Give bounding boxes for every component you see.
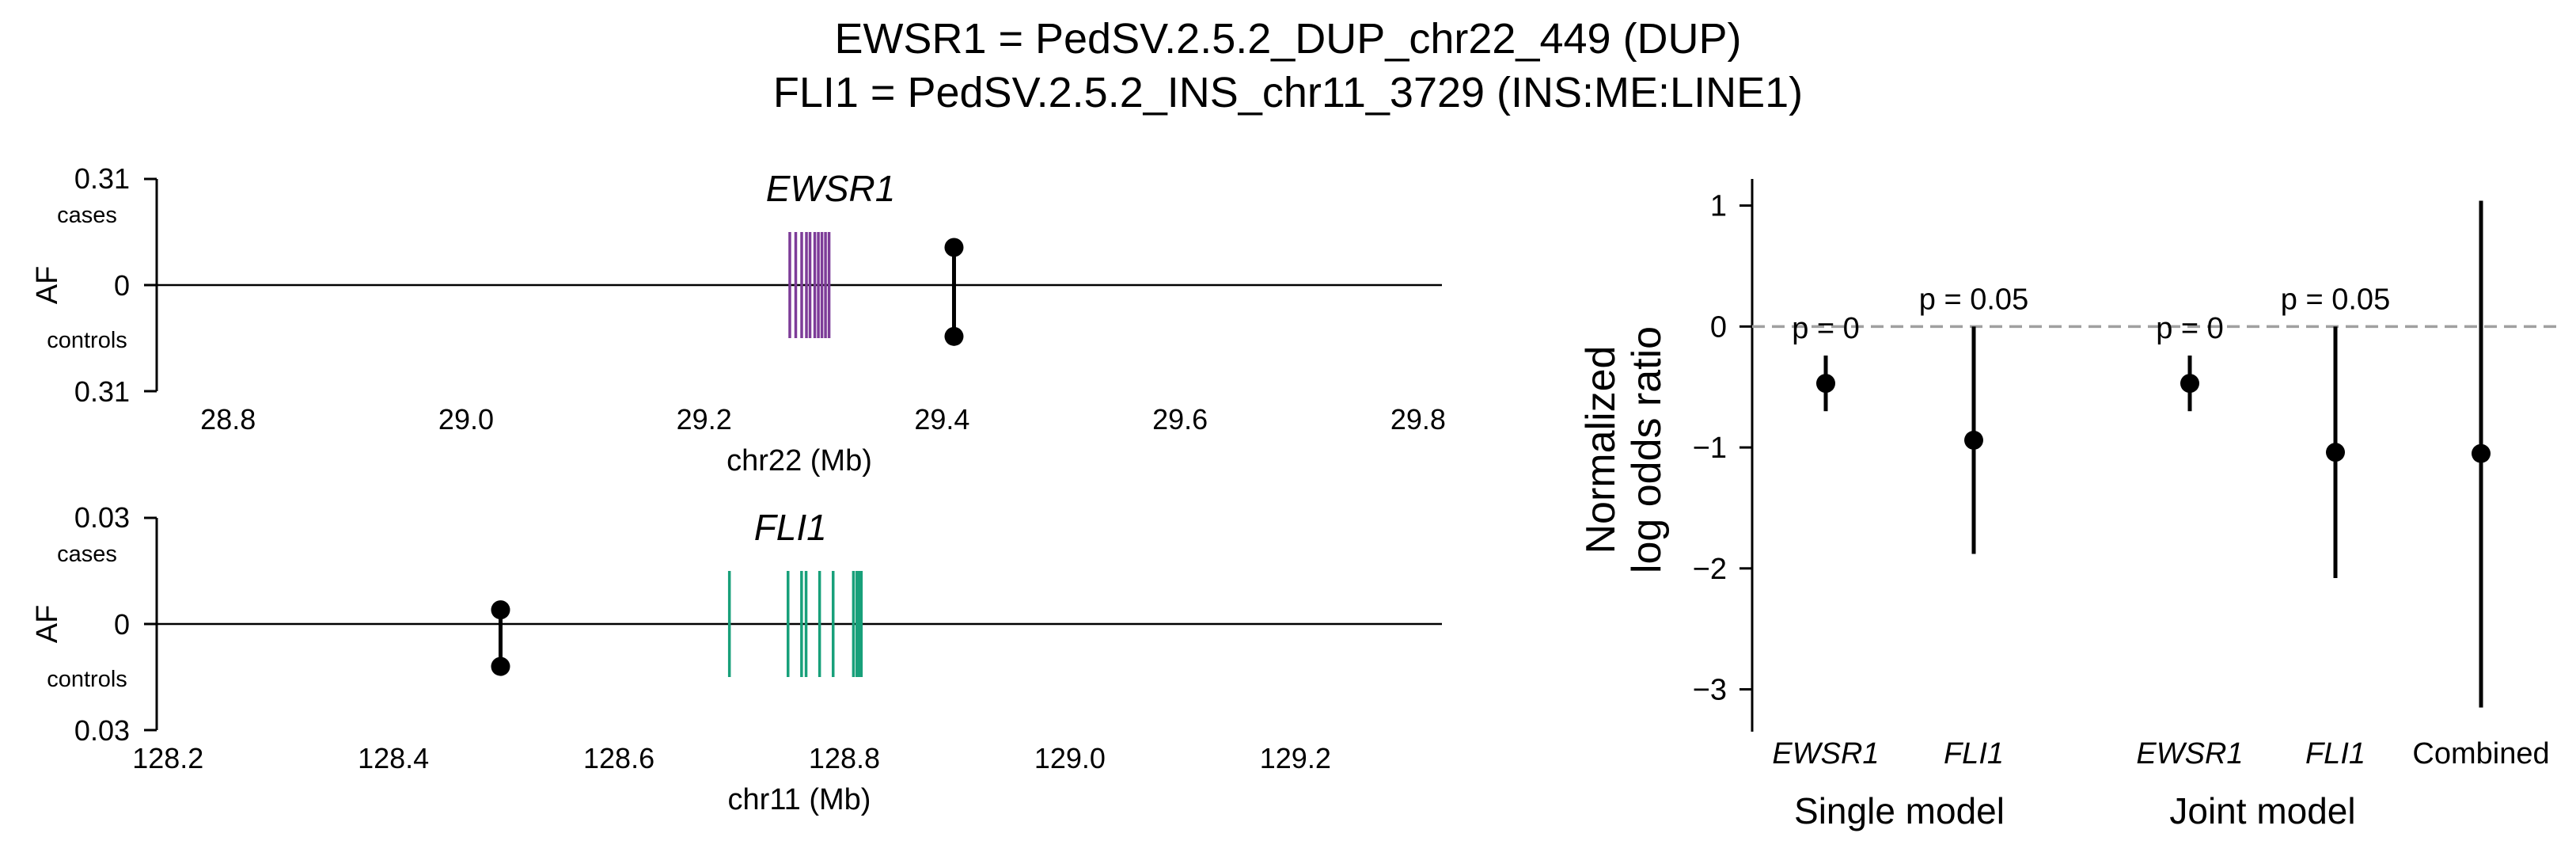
ewsr1-y-tick-bottom: 0.31 <box>74 375 130 408</box>
ewsr1-cases-label: cases <box>57 203 117 228</box>
ewsr1-controls-label: controls <box>47 328 127 353</box>
forest-y-axis-label-line-2: log odds ratio <box>1624 326 1670 573</box>
ewsr1-y-tick-top: 0.31 <box>74 162 130 195</box>
forest-y-tick-label: −1 <box>1693 432 1727 465</box>
fli1-x-axis-label: chr11 (Mb) <box>728 783 871 816</box>
forest-category-label: EWSR1 <box>2136 737 2243 770</box>
forest-estimate-point <box>1964 430 1983 450</box>
forest-group-label-single: Single model <box>1794 790 2005 831</box>
forest-y-tick-label: −3 <box>1693 674 1727 707</box>
fli1-y-tick-mid: 0 <box>114 608 130 641</box>
forest-p-value-label: p = 0 <box>2156 312 2224 345</box>
fli1-x-tick-label: 128.4 <box>358 742 429 774</box>
chart-title-line-1: EWSR1 = PedSV.2.5.2_DUP_chr22_449 (DUP) <box>834 15 1742 63</box>
forest-estimate-point <box>1816 374 1835 394</box>
ewsr1-x-tick-label: 29.4 <box>914 403 969 436</box>
ewsr1-gene-label: EWSR1 <box>766 168 896 209</box>
ewsr1-variant-controls-point <box>944 326 964 346</box>
fli1-x-tick-label: 129.2 <box>1260 742 1331 774</box>
forest-p-value-label: p = 0.05 <box>2281 283 2390 316</box>
fli1-x-tick-label: 129.0 <box>1034 742 1106 774</box>
forest-estimate-point <box>2472 443 2491 463</box>
ewsr1-x-axis-label: chr22 (Mb) <box>727 444 872 477</box>
forest-y-axis-label-line-1: Normalized <box>1578 346 1624 554</box>
forest-group-label-joint: Joint model <box>2169 790 2355 831</box>
forest-category-label: EWSR1 <box>1772 737 1879 770</box>
chart-title-line-2: FLI1 = PedSV.2.5.2_INS_chr11_3729 (INS:M… <box>772 69 1804 116</box>
fli1-controls-label: controls <box>47 667 127 692</box>
ewsr1-x-tick-label: 29.6 <box>1152 403 1208 436</box>
forest-estimate-point <box>2180 374 2199 394</box>
forest-p-value-label: p = 0 <box>1792 312 1860 345</box>
forest-p-value-label: p = 0.05 <box>1919 283 2028 316</box>
fli1-x-tick-label: 128.8 <box>809 742 880 774</box>
fli1-variant-controls-point <box>491 656 510 676</box>
ewsr1-y-axis-label: AF <box>31 266 64 305</box>
fli1-y-tick-bottom: 0.03 <box>74 714 130 747</box>
forest-category-label: FLI1 <box>2305 737 2365 770</box>
ewsr1-variant-cases-point <box>944 238 964 257</box>
ewsr1-x-tick-label: 29.8 <box>1390 403 1446 436</box>
forest-estimate-point <box>2326 443 2345 462</box>
fli1-variant-cases-point <box>491 600 510 620</box>
fli1-x-tick-label: 128.6 <box>583 742 654 774</box>
forest-y-tick-label: 0 <box>1710 310 1727 344</box>
forest-y-tick-label: 1 <box>1710 190 1727 223</box>
fli1-gene-label: FLI1 <box>754 507 827 548</box>
ewsr1-y-tick-mid: 0 <box>114 269 130 302</box>
ewsr1-x-tick-label: 29.2 <box>677 403 732 436</box>
forest-category-label: FLI1 <box>1944 737 2004 770</box>
ewsr1-x-tick-label: 29.0 <box>438 403 494 436</box>
fli1-y-axis-label: AF <box>31 605 64 644</box>
forest-category-label: Combined <box>2412 737 2549 770</box>
fli1-cases-label: cases <box>57 542 117 567</box>
forest-y-tick-label: −2 <box>1693 553 1727 586</box>
ewsr1-x-tick-label: 28.8 <box>200 403 256 436</box>
fli1-y-tick-top: 0.03 <box>74 501 130 534</box>
fli1-x-tick-label: 128.2 <box>132 742 203 774</box>
